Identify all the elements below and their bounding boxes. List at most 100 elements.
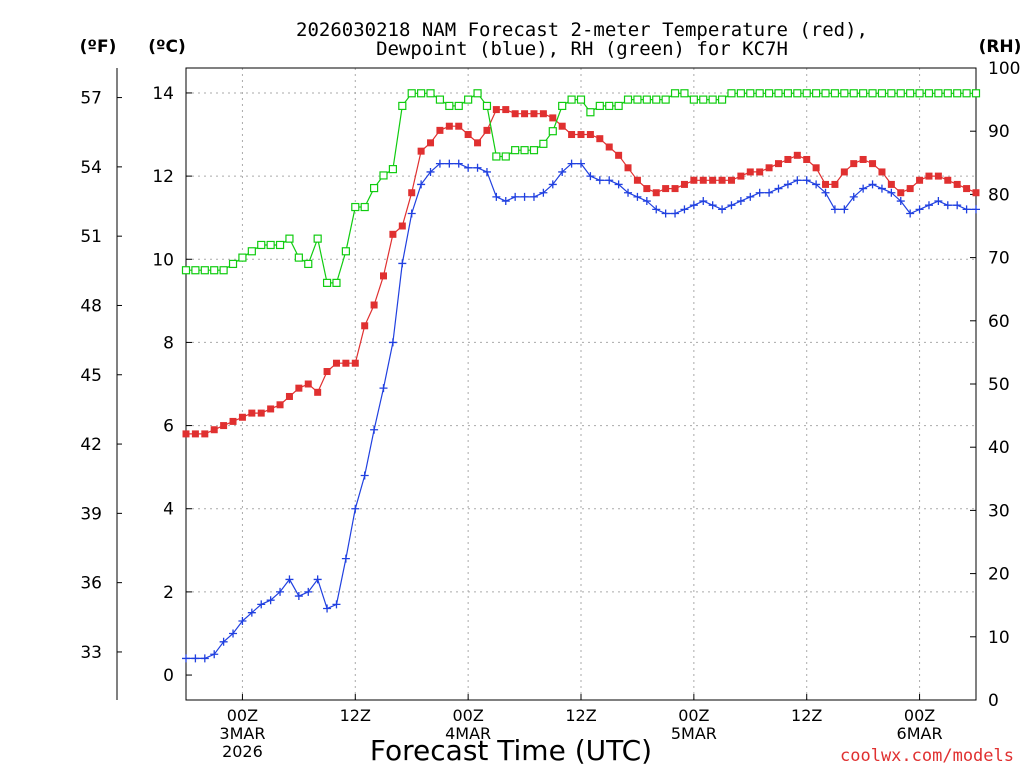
- rh-point: [360, 202, 369, 212]
- rh-tick-label: 90: [988, 122, 1010, 142]
- rh-point: [398, 101, 407, 111]
- temperature-point: [812, 164, 820, 172]
- rh-point: [736, 89, 745, 98]
- celsius-tick-label: 12: [152, 167, 174, 187]
- dewpoint-point: [294, 592, 303, 601]
- dewpoint-point: [783, 180, 792, 189]
- rh-point: [511, 146, 520, 155]
- temperature-point: [530, 110, 538, 118]
- dewpoint-point: [323, 604, 332, 613]
- rh-point: [285, 234, 294, 243]
- rh-point: [840, 89, 849, 98]
- rh-point: [595, 101, 604, 111]
- dewpoint-point: [492, 192, 501, 201]
- celsius-tick-label: 2: [163, 583, 174, 603]
- dewpoint-point: [388, 338, 397, 347]
- x-tick-label: 4MAR: [445, 724, 491, 743]
- temperature-point: [323, 368, 331, 376]
- temperature-point: [963, 185, 971, 193]
- celsius-axis-label: (ºC): [148, 37, 186, 57]
- temperature-point: [709, 176, 717, 184]
- rh-point: [379, 171, 388, 180]
- rh-point: [275, 240, 285, 250]
- dewpoint-point: [548, 180, 557, 189]
- temperature-point: [351, 359, 359, 367]
- rh-point: [586, 108, 595, 117]
- temperature-point: [643, 185, 651, 193]
- temperature-point: [474, 139, 482, 147]
- temperature-point: [182, 430, 190, 438]
- rh-point: [962, 89, 971, 98]
- temperature-point: [502, 106, 510, 114]
- temperature-point: [483, 126, 491, 134]
- temperature-point: [304, 380, 312, 388]
- rh-point: [567, 95, 576, 104]
- rh-point: [228, 259, 238, 269]
- fahrenheit-tick-label: 33: [80, 643, 102, 663]
- rh-point: [915, 89, 924, 98]
- dewpoint-point: [238, 617, 247, 625]
- dewpoint-point: [464, 163, 473, 172]
- temperature-point: [699, 176, 707, 184]
- fahrenheit-tick-label: 39: [80, 504, 102, 524]
- rh-tick-label: 30: [988, 501, 1010, 521]
- dewpoint-point: [407, 209, 416, 218]
- rh-point: [670, 89, 680, 98]
- rh-point: [492, 152, 501, 161]
- rh-point: [426, 89, 435, 98]
- temperature-point: [361, 322, 369, 330]
- rh-axis-label: (RH): [979, 37, 1022, 57]
- dewpoint-point: [972, 205, 980, 214]
- celsius-tick-label: 6: [163, 417, 174, 437]
- rh-tick-label: 20: [988, 565, 1010, 585]
- fahrenheit-axis: 33 36 39 42 45 48 51 54 57: [80, 89, 122, 663]
- temperature-point: [840, 168, 848, 176]
- fahrenheit-tick-label: 51: [80, 227, 102, 247]
- x-tick-label: 6MAR: [897, 724, 943, 743]
- celsius-tick-label: 14: [152, 84, 174, 104]
- dewpoint-point: [370, 425, 379, 434]
- rh-point: [304, 259, 313, 269]
- fahrenheit-tick-label: 54: [80, 158, 102, 178]
- dewpoint-series: [182, 159, 980, 663]
- rh-point: [793, 89, 802, 98]
- temperature-series: [182, 106, 980, 438]
- dewpoint-point: [624, 188, 633, 197]
- rh-tick-label: 60: [988, 312, 1010, 332]
- temperature-point: [727, 176, 735, 184]
- dewpoint-point: [341, 554, 350, 563]
- temperature-point: [972, 189, 980, 197]
- x-tick-label: 00Z: [227, 706, 258, 725]
- rh-point: [812, 89, 821, 98]
- rh-point: [576, 95, 586, 104]
- temperature-point: [342, 359, 350, 367]
- dewpoint-point: [708, 201, 717, 210]
- dewpoint-point: [285, 575, 294, 584]
- dewpoint-point: [812, 180, 821, 189]
- temperature-point: [191, 430, 199, 438]
- title-line-2: Dewpoint (blue), RH (green) for KC7H: [376, 38, 788, 60]
- credit-text: coolwx.com/models: [840, 746, 1014, 766]
- x-tick-label: 2026: [222, 742, 263, 761]
- rh-point: [764, 89, 774, 98]
- x-axis-title: Forecast Time (UTC): [370, 734, 652, 767]
- dewpoint-point: [454, 159, 463, 168]
- dewpoint-point: [802, 176, 811, 185]
- temperature-point: [690, 176, 698, 184]
- rh-tick-label: 100: [988, 59, 1020, 79]
- rh-point: [934, 89, 943, 98]
- temperature-point: [314, 388, 322, 396]
- dewpoint-point: [868, 180, 877, 189]
- rh-point: [388, 165, 398, 174]
- dewpoint-point: [736, 197, 745, 206]
- temperature-point: [737, 172, 745, 180]
- celsius-axis: 0 2 4 6 8 10 12 14: [152, 84, 192, 686]
- dewpoint-point: [953, 201, 962, 210]
- dewpoint-point: [642, 197, 651, 206]
- temperature-point: [285, 392, 293, 400]
- rh-point: [210, 266, 219, 275]
- temperature-point: [229, 417, 237, 425]
- dewpoint-point: [445, 159, 454, 168]
- temperature-point: [906, 185, 914, 193]
- rh-point: [783, 89, 793, 98]
